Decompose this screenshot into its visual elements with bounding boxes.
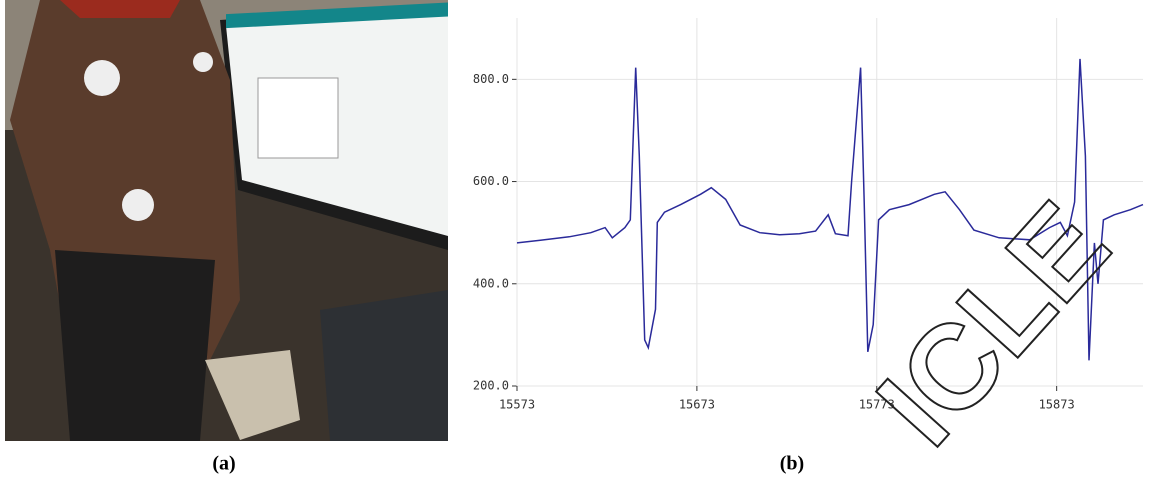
x-tick-label: 15673 [679, 398, 715, 412]
photo [5, 0, 448, 441]
y-tick-label: 800.0 [473, 72, 509, 86]
watermark: ICLE [852, 177, 1134, 470]
x-tick-label: 15873 [1039, 398, 1075, 412]
x-tick-label: 15773 [859, 398, 895, 412]
plot: 200.0 400.0 600.0 800.0 15573 15673 15773 15873 [473, 18, 1144, 412]
y-tick-label: 400.0 [473, 276, 509, 290]
caption: (b) [780, 453, 804, 475]
y-tick-label: 200.0 [473, 379, 509, 393]
y-tick-label: 600.0 [473, 174, 509, 188]
caption: (a) [212, 453, 235, 475]
x-tick-label: 15573 [499, 398, 535, 412]
ecg-line [516, 58, 1144, 361]
